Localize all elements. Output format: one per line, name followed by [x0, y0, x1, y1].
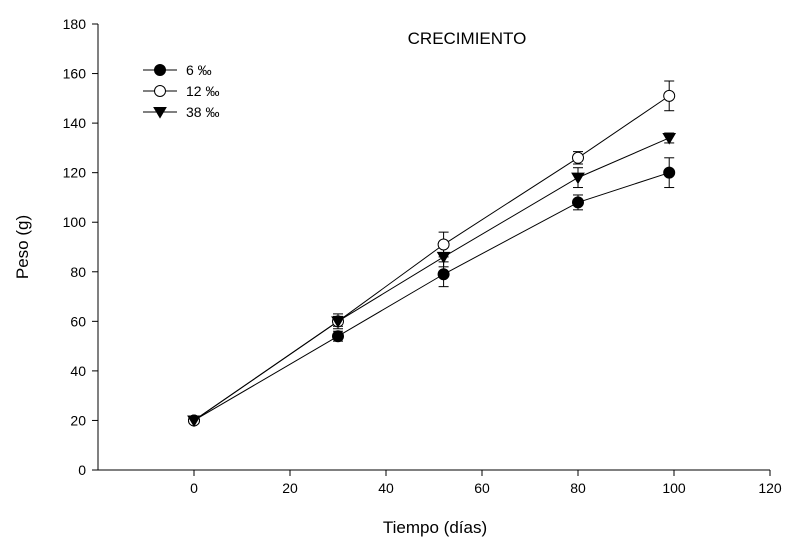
y-tick-label: 40 — [70, 363, 86, 379]
axes: 0 20 40 60 80 100 120 140 160 180 0 20 40 60 80 100 120 — [63, 16, 782, 496]
series-line — [193, 137, 670, 421]
y-tick-label: 100 — [63, 214, 87, 230]
data-point — [437, 268, 450, 281]
y-axis-label: Peso (g) — [13, 215, 32, 279]
x-tick-label: 60 — [474, 480, 490, 496]
y-tick-label: 180 — [63, 16, 87, 32]
series-2 — [189, 80, 675, 424]
legend-item-3: 38 ‰ — [143, 104, 219, 120]
plot-area — [187, 80, 677, 428]
chart-title: CRECIMIENTO — [408, 29, 527, 48]
x-tick-label: 100 — [662, 480, 686, 496]
legend-marker — [154, 64, 166, 76]
data-point — [437, 238, 450, 251]
y-tick-label: 0 — [78, 462, 86, 478]
y-tick-label: 80 — [70, 264, 86, 280]
data-point — [436, 251, 451, 264]
data-point — [331, 316, 345, 329]
series-1 — [189, 157, 675, 424]
legend: 6 ‰ 12 ‰ 38 ‰ — [143, 62, 219, 120]
series-line — [193, 172, 670, 421]
legend-label: 12 ‰ — [186, 83, 219, 99]
data-point — [662, 132, 677, 145]
data-point — [332, 330, 344, 343]
x-tick-label: 20 — [282, 480, 298, 496]
data-point — [663, 166, 676, 179]
data-point — [571, 172, 585, 185]
legend-item-1: 6 ‰ — [143, 62, 212, 78]
y-tick-label: 140 — [63, 115, 87, 131]
data-point — [572, 151, 584, 164]
data-point — [663, 89, 676, 102]
x-tick-label: 120 — [758, 480, 782, 496]
data-point — [572, 196, 584, 209]
series-1-markers — [188, 166, 676, 427]
series-2-markers — [188, 89, 676, 427]
y-tick-label: 120 — [63, 165, 87, 181]
legend-label: 38 ‰ — [186, 104, 219, 120]
x-axis-label: Tiempo (días) — [383, 518, 487, 537]
legend-item-2: 12 ‰ — [143, 83, 219, 99]
series-3-markers — [187, 132, 677, 428]
legend-marker — [154, 85, 166, 97]
legend-label: 6 ‰ — [186, 62, 212, 78]
data-point — [187, 415, 201, 428]
y-tick-label: 160 — [63, 66, 87, 82]
x-tick-label: 0 — [190, 480, 198, 496]
y-tick-label: 20 — [70, 412, 86, 428]
series-3 — [189, 132, 675, 424]
legend-marker — [153, 107, 167, 119]
x-tick-label: 40 — [378, 480, 394, 496]
x-tick-label: 80 — [570, 480, 586, 496]
y-tick-label: 60 — [70, 313, 86, 329]
